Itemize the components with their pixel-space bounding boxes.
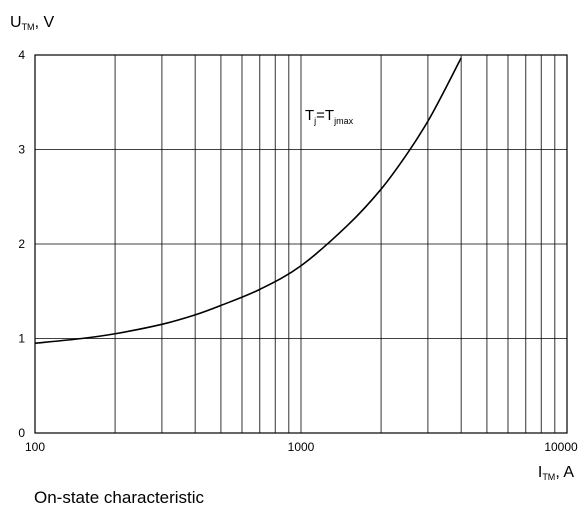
annotation-tj: Tj=Tjmax bbox=[305, 107, 354, 126]
x-tick-label: 10000 bbox=[544, 440, 578, 454]
x-axis-label: ITM, A bbox=[537, 464, 574, 482]
plot-frame bbox=[34, 54, 568, 434]
grid-lines bbox=[35, 55, 567, 433]
chart-title: On-state characteristic bbox=[34, 488, 205, 507]
series-line bbox=[34, 57, 462, 345]
tick-labels: 0 1 2 3 4 100 1000 10000 bbox=[18, 48, 578, 454]
x-tick-label: 1000 bbox=[288, 440, 315, 454]
y-tick-label: 4 bbox=[18, 48, 25, 62]
y-tick-label: 2 bbox=[18, 237, 25, 251]
y-axis-label: UTM, V bbox=[10, 14, 55, 32]
x-tick-label: 100 bbox=[25, 440, 45, 454]
y-tick-label: 1 bbox=[18, 332, 25, 346]
y-tick-label: 3 bbox=[18, 143, 25, 157]
y-tick-label: 0 bbox=[18, 426, 25, 440]
